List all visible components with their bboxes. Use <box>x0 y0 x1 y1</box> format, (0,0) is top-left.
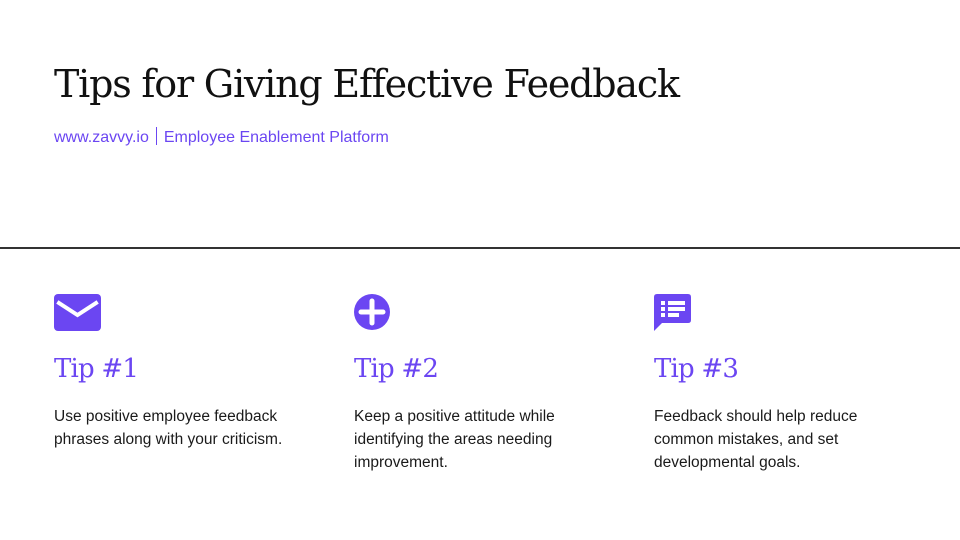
tip-heading: Tip #1 <box>54 354 139 384</box>
tip-card-3: Tip #3 Feedback should help reduce commo… <box>654 294 914 471</box>
envelope-icon <box>54 294 101 331</box>
tip-heading: Tip #2 <box>354 354 439 384</box>
tagline: Employee Enablement Platform <box>163 129 389 146</box>
chat-list-icon <box>654 294 691 331</box>
website-link[interactable]: www.zavvy.io <box>54 129 149 146</box>
tip-body: Feedback should help reduce common mista… <box>654 408 858 471</box>
plus-circle-icon <box>354 294 390 330</box>
tip-card-1: Tip #1 Use positive employee feedback ph… <box>54 294 314 448</box>
tip-card-2: Tip #2 Keep a positive attitude while id… <box>354 294 614 471</box>
page-title: Tips for Giving Effective Feedback <box>54 62 680 106</box>
tip-heading: Tip #3 <box>654 354 739 384</box>
subtitle-separator <box>155 127 157 145</box>
tip-body: Use positive employee feedback phrases a… <box>54 408 283 448</box>
tip-body: Keep a positive attitude while identifyi… <box>354 408 555 471</box>
section-divider <box>0 247 960 249</box>
subtitle: www.zavvy.io Employee Enablement Platform <box>54 127 389 147</box>
